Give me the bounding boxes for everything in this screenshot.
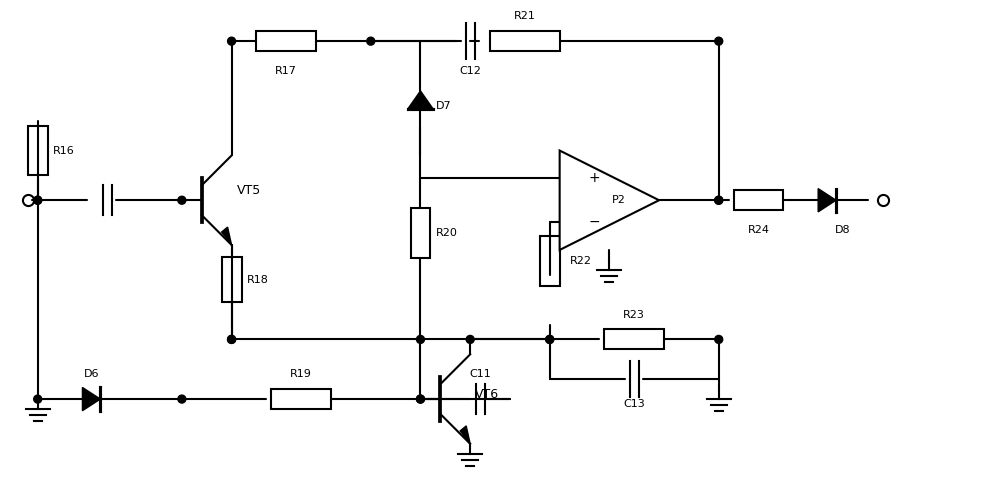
Circle shape bbox=[228, 336, 236, 343]
Text: R23: R23 bbox=[623, 310, 645, 320]
Text: VT5: VT5 bbox=[237, 184, 261, 197]
Circle shape bbox=[34, 196, 42, 204]
Text: −: − bbox=[589, 215, 600, 229]
Text: VT6: VT6 bbox=[475, 388, 499, 401]
Bar bbox=[540, 236, 560, 286]
Polygon shape bbox=[222, 227, 232, 245]
Text: C11: C11 bbox=[469, 369, 491, 379]
Bar bbox=[490, 31, 560, 51]
Polygon shape bbox=[818, 189, 836, 212]
Circle shape bbox=[178, 196, 186, 204]
Text: R19: R19 bbox=[290, 369, 312, 379]
Circle shape bbox=[715, 196, 723, 204]
Circle shape bbox=[34, 395, 42, 403]
Text: R20: R20 bbox=[435, 228, 457, 238]
Text: R22: R22 bbox=[570, 256, 592, 266]
Bar bbox=[222, 257, 242, 302]
Text: C12: C12 bbox=[459, 66, 481, 76]
Circle shape bbox=[416, 336, 424, 343]
Circle shape bbox=[228, 336, 236, 343]
Polygon shape bbox=[82, 387, 100, 411]
Text: R16: R16 bbox=[53, 145, 74, 156]
Bar bbox=[256, 31, 316, 51]
Polygon shape bbox=[408, 91, 433, 109]
Bar bbox=[411, 208, 430, 258]
Circle shape bbox=[546, 336, 554, 343]
Circle shape bbox=[715, 336, 723, 343]
Bar bbox=[734, 190, 783, 210]
Text: R21: R21 bbox=[514, 11, 536, 21]
Bar bbox=[271, 389, 331, 409]
Text: R17: R17 bbox=[275, 66, 297, 76]
Text: +: + bbox=[589, 171, 600, 185]
Circle shape bbox=[715, 196, 723, 204]
Text: P2: P2 bbox=[612, 195, 626, 205]
Polygon shape bbox=[460, 426, 470, 444]
Polygon shape bbox=[560, 151, 659, 250]
Circle shape bbox=[228, 37, 236, 45]
Text: D6: D6 bbox=[84, 369, 99, 379]
Text: C13: C13 bbox=[623, 399, 645, 409]
Circle shape bbox=[715, 37, 723, 45]
Bar bbox=[604, 329, 664, 349]
Circle shape bbox=[367, 37, 375, 45]
Text: R24: R24 bbox=[747, 225, 769, 235]
Text: D7: D7 bbox=[435, 101, 451, 111]
Circle shape bbox=[416, 395, 424, 403]
Bar bbox=[28, 126, 48, 175]
Circle shape bbox=[178, 395, 186, 403]
Circle shape bbox=[546, 336, 554, 343]
Circle shape bbox=[416, 395, 424, 403]
Circle shape bbox=[466, 336, 474, 343]
Text: R18: R18 bbox=[246, 275, 268, 285]
Circle shape bbox=[34, 196, 42, 204]
Text: D8: D8 bbox=[835, 225, 851, 235]
